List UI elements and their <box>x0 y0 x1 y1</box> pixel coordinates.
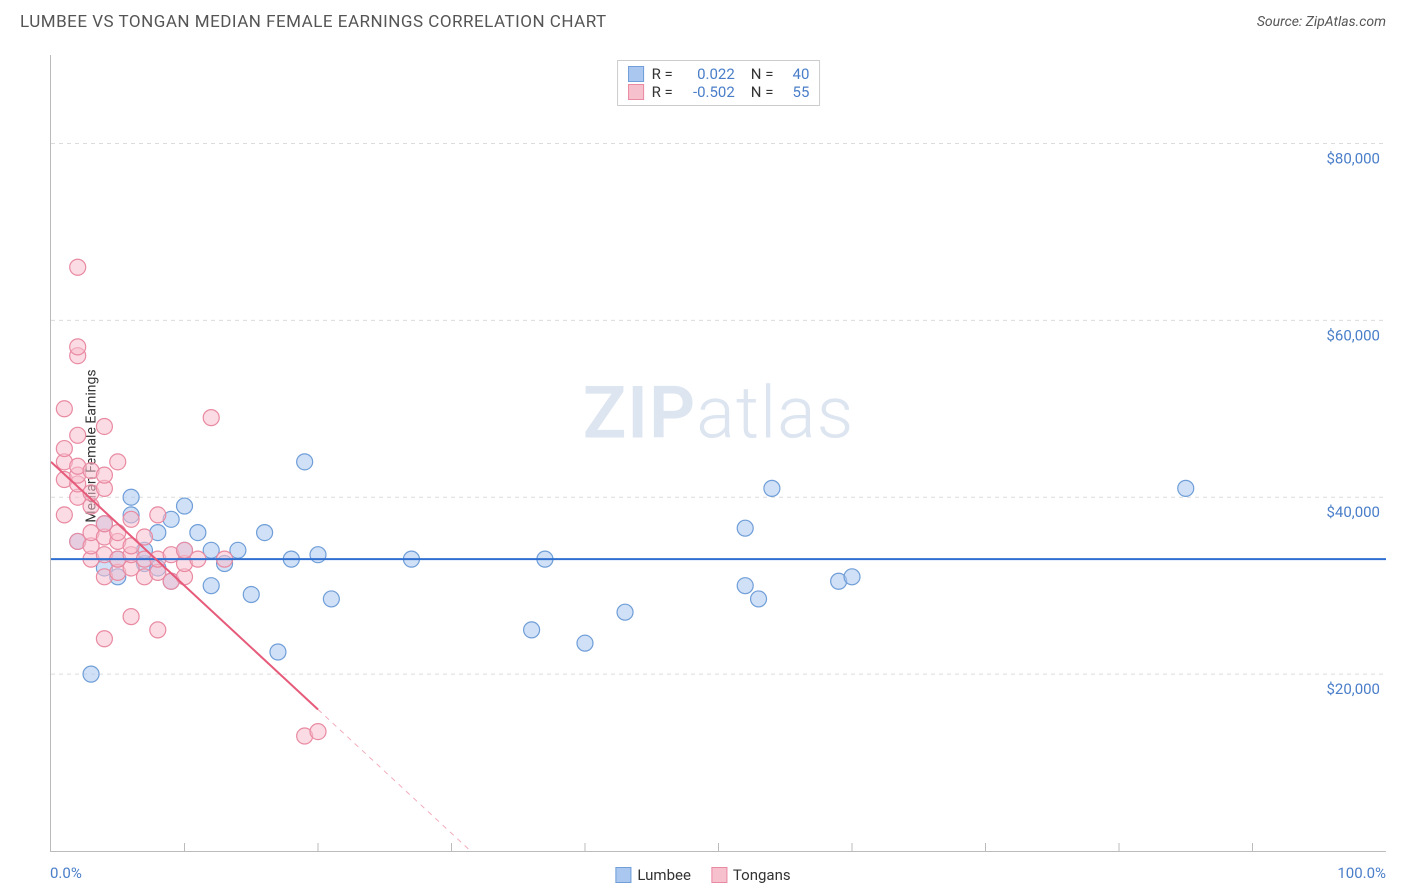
legend-series-item: Tongans <box>711 866 791 884</box>
data-point <box>310 547 326 563</box>
data-point <box>243 587 259 603</box>
legend-series-item: Lumbee <box>615 866 691 884</box>
chart-source: Source: ZipAtlas.com <box>1257 14 1386 30</box>
data-point <box>56 507 72 523</box>
data-point <box>203 410 219 426</box>
x-max-label: 100.0% <box>1337 864 1386 882</box>
data-point <box>83 666 99 682</box>
legend-correlation-row: R =0.022N =40 <box>628 65 810 83</box>
data-point <box>150 622 166 638</box>
data-point <box>323 591 339 607</box>
data-point <box>96 418 112 434</box>
data-point <box>270 644 286 660</box>
data-point <box>56 401 72 417</box>
chart-title: LUMBEE VS TONGAN MEDIAN FEMALE EARNINGS … <box>20 12 607 32</box>
data-point <box>751 591 767 607</box>
legend-swatch <box>615 867 631 883</box>
data-point <box>56 441 72 457</box>
data-point <box>70 339 86 355</box>
legend-swatch <box>628 84 644 100</box>
data-point <box>190 525 206 541</box>
data-point <box>70 427 86 443</box>
x-min-label: 0.0% <box>50 864 82 882</box>
data-point <box>203 578 219 594</box>
svg-text:$60,000: $60,000 <box>1326 326 1380 344</box>
legend-correlation-row: R =-0.502N =55 <box>628 83 810 101</box>
data-point <box>110 454 126 470</box>
legend-swatch <box>628 66 644 82</box>
data-point <box>177 498 193 514</box>
data-point <box>577 635 593 651</box>
data-point <box>524 622 540 638</box>
scatter-plot-svg: $20,000 $40,000 $60,000 $80,000 <box>51 55 1386 851</box>
data-point <box>617 604 633 620</box>
legend-swatch <box>711 867 727 883</box>
data-point <box>123 511 139 527</box>
legend-correlation: R =0.022N =40R =-0.502N =55 <box>617 60 821 106</box>
data-point <box>150 507 166 523</box>
chart-plot-area: ZIPatlas R =0.022N =40R =-0.502N =55 $20… <box>50 55 1386 852</box>
chart-header: LUMBEE VS TONGAN MEDIAN FEMALE EARNINGS … <box>0 0 1406 40</box>
data-point <box>737 520 753 536</box>
data-point <box>110 525 126 541</box>
data-point <box>257 525 273 541</box>
data-point <box>96 631 112 647</box>
data-point <box>764 480 780 496</box>
trend-line-ext <box>318 709 1386 851</box>
svg-text:$40,000: $40,000 <box>1326 503 1380 521</box>
data-point <box>123 489 139 505</box>
data-point <box>844 569 860 585</box>
data-point <box>70 259 86 275</box>
data-point <box>96 467 112 483</box>
data-point <box>297 454 313 470</box>
svg-text:$80,000: $80,000 <box>1326 149 1380 167</box>
svg-text:$20,000: $20,000 <box>1326 680 1380 698</box>
data-point <box>310 724 326 740</box>
legend-series: Lumbee Tongans <box>615 866 790 884</box>
data-point <box>1178 480 1194 496</box>
data-point <box>123 609 139 625</box>
data-point <box>737 578 753 594</box>
